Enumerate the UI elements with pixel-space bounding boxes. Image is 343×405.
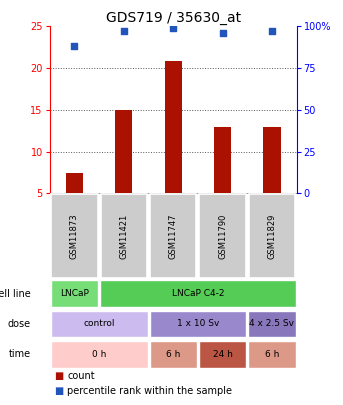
Text: LNCaP: LNCaP: [60, 289, 89, 298]
Text: cell line: cell line: [0, 289, 31, 298]
Point: [269, 28, 275, 34]
Text: dose: dose: [8, 319, 31, 329]
Point: [72, 43, 77, 50]
Text: 6 h: 6 h: [166, 350, 180, 359]
Text: GSM11790: GSM11790: [218, 213, 227, 259]
Bar: [51, 311, 147, 337]
Point: [170, 25, 176, 31]
Text: GSM11873: GSM11873: [70, 213, 79, 259]
Text: 6 h: 6 h: [265, 350, 279, 359]
Text: control: control: [83, 320, 115, 328]
Text: ■: ■: [54, 386, 63, 396]
Bar: [115, 110, 132, 194]
Point: [220, 30, 225, 36]
Bar: [263, 126, 281, 194]
Bar: [100, 280, 296, 307]
Bar: [165, 62, 182, 194]
Bar: [51, 341, 147, 368]
Text: GSM11829: GSM11829: [268, 213, 276, 259]
Bar: [51, 194, 98, 277]
Text: GSM11421: GSM11421: [119, 213, 128, 258]
Text: 24 h: 24 h: [213, 350, 233, 359]
Bar: [66, 173, 83, 194]
Bar: [150, 341, 197, 368]
Text: GSM11747: GSM11747: [169, 213, 178, 259]
Text: LNCaP C4-2: LNCaP C4-2: [172, 289, 224, 298]
Text: 0 h: 0 h: [92, 350, 106, 359]
Text: ■: ■: [54, 371, 63, 382]
Text: 1 x 10 Sv: 1 x 10 Sv: [177, 320, 219, 328]
Title: GDS719 / 35630_at: GDS719 / 35630_at: [106, 11, 241, 25]
Bar: [100, 194, 147, 277]
Bar: [150, 311, 246, 337]
Bar: [51, 280, 98, 307]
Bar: [199, 341, 246, 368]
Bar: [199, 194, 246, 277]
Bar: [248, 311, 296, 337]
Point: [121, 28, 127, 34]
Bar: [150, 194, 197, 277]
Bar: [249, 194, 295, 277]
Text: 4 x 2.5 Sv: 4 x 2.5 Sv: [249, 320, 295, 328]
Bar: [248, 341, 296, 368]
Bar: [214, 126, 231, 194]
Text: percentile rank within the sample: percentile rank within the sample: [67, 386, 232, 396]
Text: time: time: [9, 350, 31, 359]
Text: count: count: [67, 371, 95, 382]
